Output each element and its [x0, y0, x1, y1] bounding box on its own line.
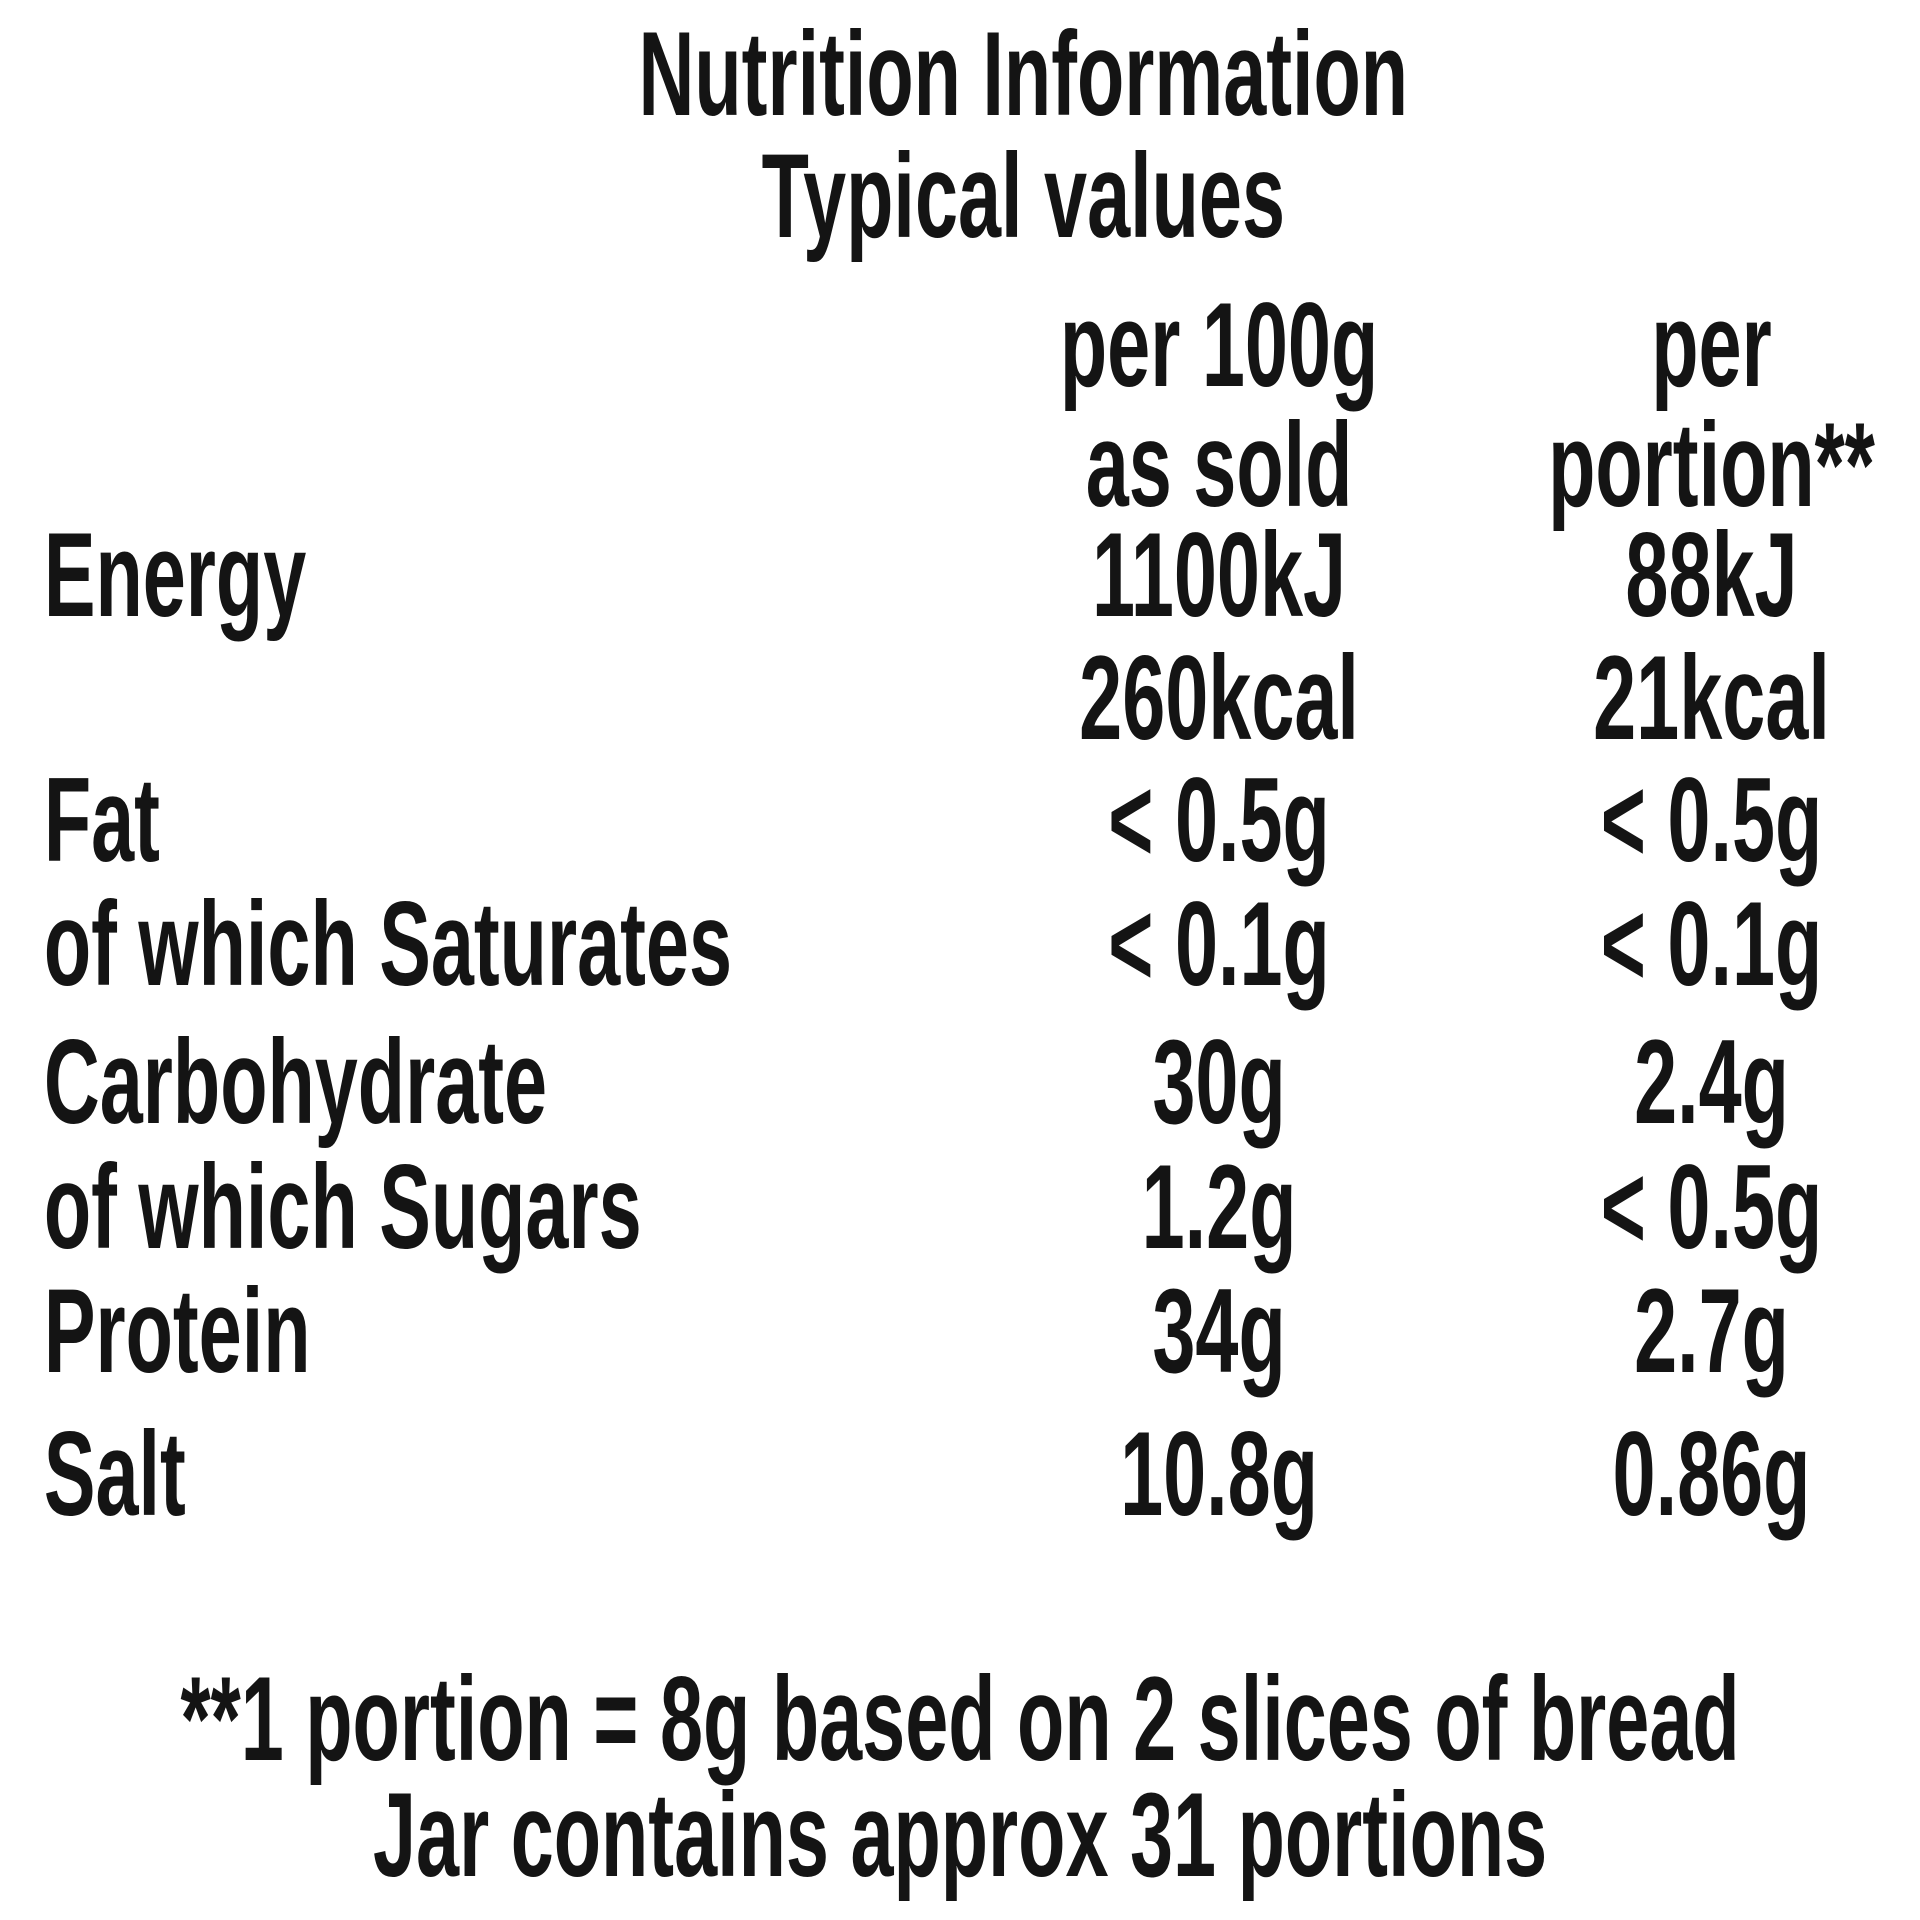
row-energy-per-100g-kcal: 260kcal: [1079, 631, 1359, 765]
column-header-spacer: [0, 285, 935, 525]
row-energy-per-portion-kj: 88kJ: [1625, 508, 1798, 642]
per-portion-line-1: per: [1651, 278, 1772, 412]
row-fat-label: Fat: [43, 753, 160, 887]
footnotes: **1 portion = 8g based on 2 slices of br…: [0, 1652, 1920, 1902]
footnote-jar-portions: Jar contains approx 31 portions: [372, 1768, 1548, 1902]
row-saturates-per-100g: < 0.1g: [1108, 877, 1330, 1011]
row-fat-per-100g: < 0.5g: [1108, 753, 1330, 887]
row-sugars-per-portion: < 0.5g: [1600, 1140, 1823, 1274]
table-row-protein: Protein 34g 2.7g: [0, 1271, 1920, 1414]
per-portion-line-2: portion**: [1548, 398, 1875, 532]
row-saturates-per-portion: < 0.1g: [1600, 877, 1823, 1011]
column-header-per-100g: per 100g as sold: [935, 285, 1503, 525]
row-carbohydrate-per-100g: 30g: [1152, 1015, 1286, 1149]
row-protein-per-100g: 34g: [1152, 1264, 1286, 1398]
column-header-per-portion: per portion**: [1503, 285, 1920, 525]
row-carbohydrate-label: Carbohydrate: [43, 1015, 548, 1149]
footnote-portion-definition: **1 portion = 8g based on 2 slices of br…: [180, 1652, 1740, 1786]
nutrition-table: Energy 1100kJ 260kcal 88kJ 21kcal Fat < …: [0, 514, 1920, 1535]
row-salt-per-100g: 10.8g: [1120, 1407, 1319, 1541]
table-row-carbohydrate: Carbohydrate 30g 2.4g: [0, 1022, 1920, 1147]
row-fat-per-portion: < 0.5g: [1600, 753, 1823, 887]
label-title: Nutrition Information Typical values: [0, 13, 1920, 257]
per-100g-line-1: per 100g: [1059, 278, 1379, 412]
per-100g-line-2: as sold: [1085, 398, 1353, 532]
title-line-1: Nutrition Information: [638, 7, 1409, 141]
table-row-salt: Salt 10.8g 0.86g: [0, 1414, 1920, 1534]
row-carbohydrate-per-portion: 2.4g: [1634, 1015, 1789, 1149]
title-line-2: Typical values: [761, 129, 1286, 263]
table-row-sugars: of which Sugars 1.2g < 0.5g: [0, 1147, 1920, 1271]
row-sugars-per-100g: 1.2g: [1141, 1140, 1297, 1274]
row-protein-label: Protein: [43, 1264, 311, 1398]
row-salt-per-portion: 0.86g: [1612, 1407, 1811, 1541]
table-row-energy: Energy 1100kJ 260kcal 88kJ 21kcal: [0, 514, 1920, 760]
row-energy-per-100g: 1100kJ 260kcal: [935, 514, 1503, 760]
row-energy-per-portion: 88kJ 21kcal: [1503, 514, 1920, 760]
row-protein-per-portion: 2.7g: [1634, 1264, 1789, 1398]
column-headers: per 100g as sold per portion**: [0, 285, 1920, 525]
row-saturates-label: of which Saturates: [43, 877, 732, 1011]
row-energy-per-portion-kcal: 21kcal: [1593, 631, 1830, 765]
row-salt-label: Salt: [43, 1407, 186, 1541]
row-sugars-label: of which Sugars: [43, 1140, 642, 1274]
row-energy-per-100g-kj: 1100kJ: [1092, 508, 1347, 642]
row-energy-label: Energy: [43, 508, 307, 642]
table-row-fat: Fat < 0.5g < 0.5g: [0, 760, 1920, 884]
table-row-saturates: of which Saturates < 0.1g < 0.1g: [0, 884, 1920, 1022]
